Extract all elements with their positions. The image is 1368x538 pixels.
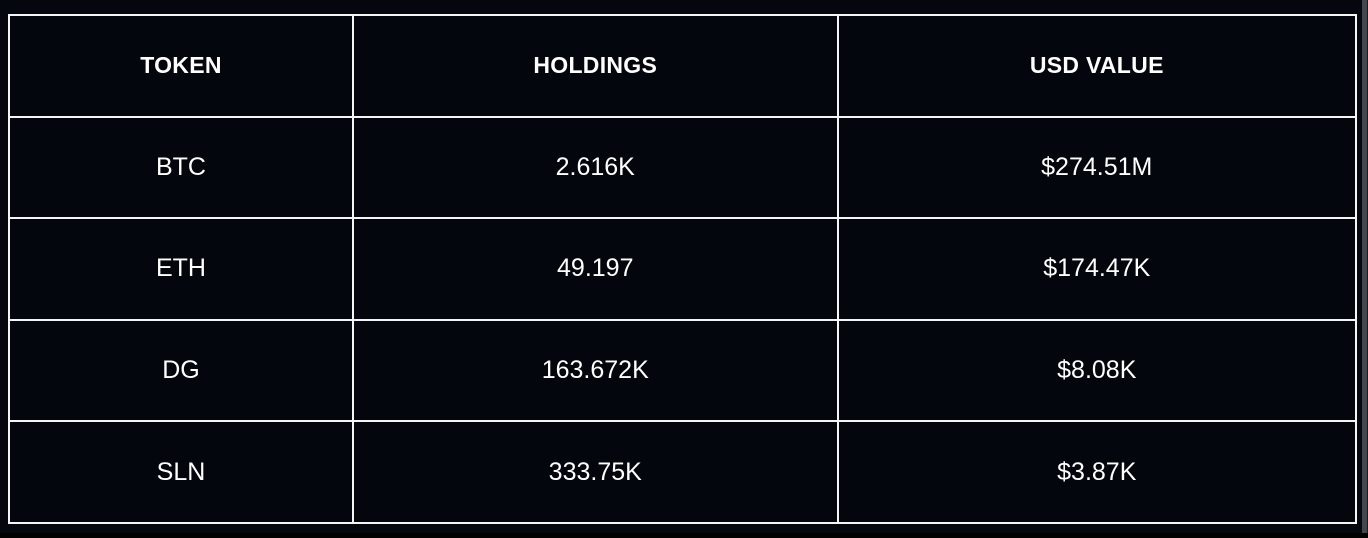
column-header-holdings: HOLDINGS xyxy=(353,16,837,116)
usd-value-cell: $274.51M xyxy=(838,117,1355,218)
token-cell: SLN xyxy=(10,422,352,522)
holdings-cell: 163.672K xyxy=(353,320,837,421)
usd-value-cell: $3.87K xyxy=(838,422,1355,522)
column-header-token: TOKEN xyxy=(10,16,352,116)
holdings-cell: 333.75K xyxy=(353,422,837,522)
holdings-cell: 2.616K xyxy=(353,117,837,218)
scrollbar-thumb[interactable] xyxy=(1362,0,1367,538)
column-header-usd-value: USD VALUE xyxy=(838,16,1355,116)
token-cell: DG xyxy=(10,320,352,421)
holdings-cell: 49.197 xyxy=(353,219,837,319)
token-cell: ETH xyxy=(10,219,352,319)
token-cell: BTC xyxy=(10,117,352,218)
usd-value-cell: $8.08K xyxy=(838,320,1355,421)
holdings-table: TOKEN HOLDINGS USD VALUE BTC 2.616K $274… xyxy=(8,14,1357,524)
scrollbar-track[interactable] xyxy=(1362,0,1368,538)
bottom-bar xyxy=(0,533,1368,538)
usd-value-cell: $174.47K xyxy=(838,219,1355,319)
